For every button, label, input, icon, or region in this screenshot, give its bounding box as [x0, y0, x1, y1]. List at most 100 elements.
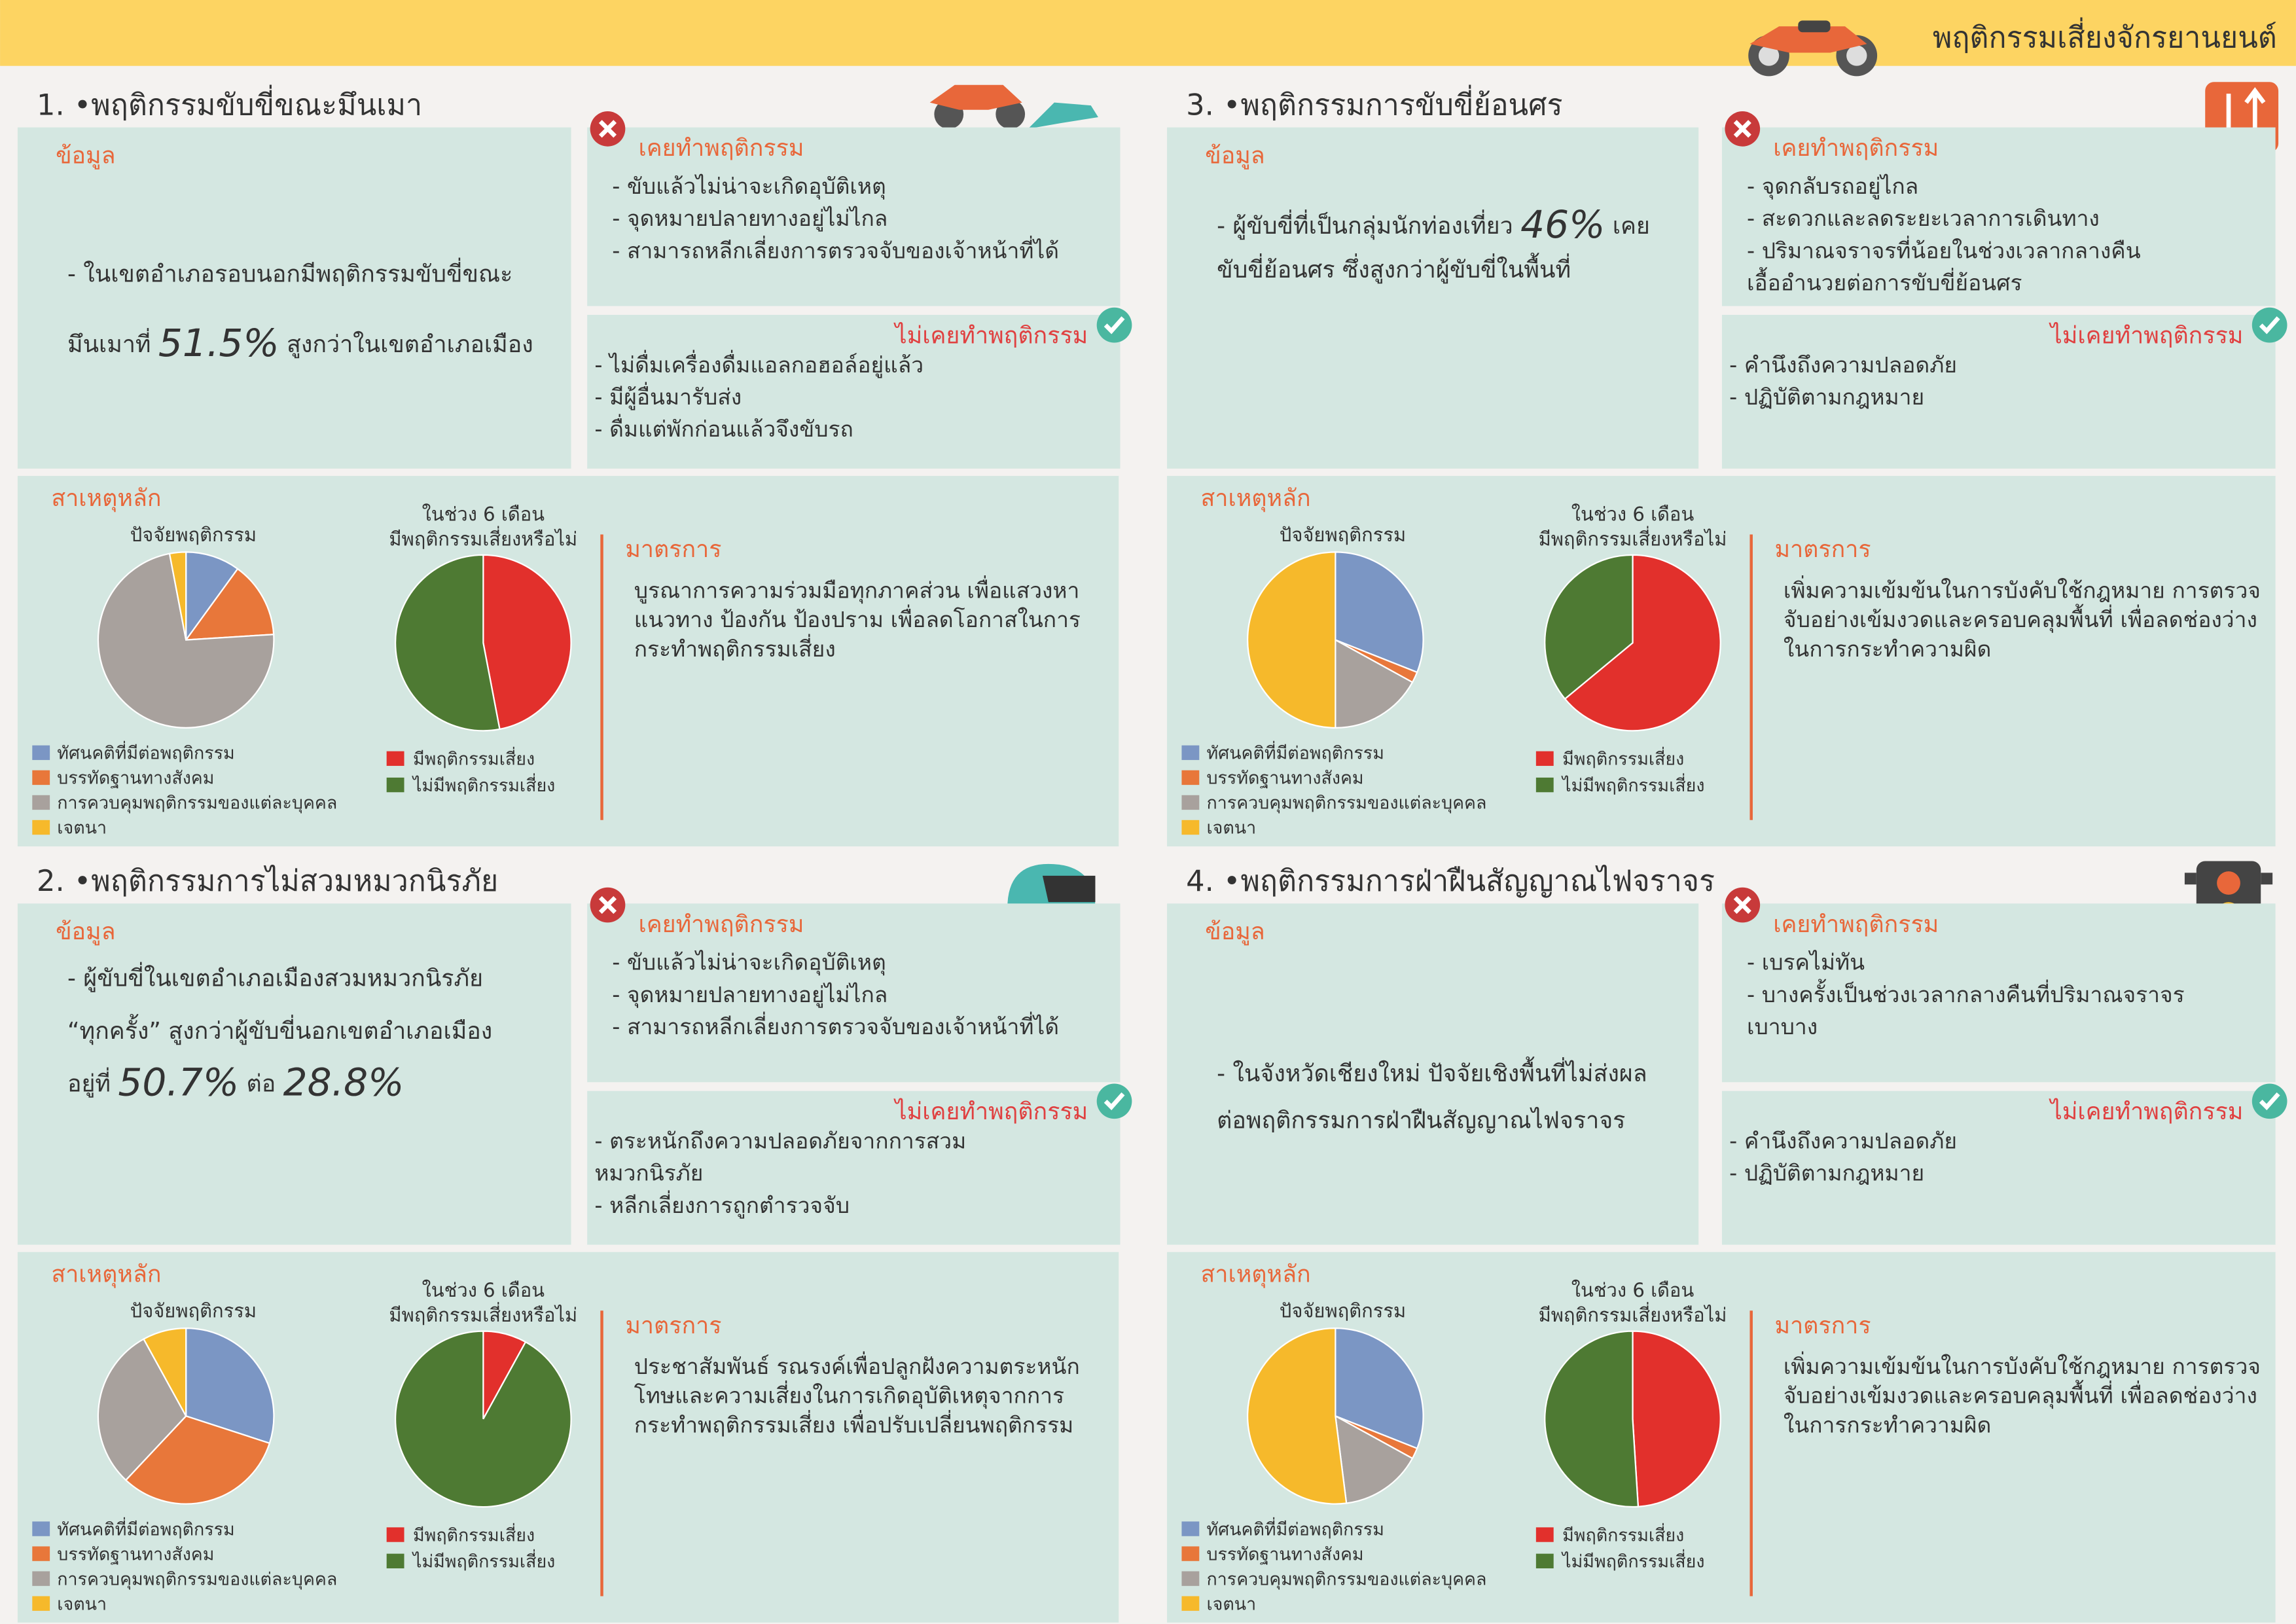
- measures-line: เพิ่มความเข้มข้นในการบังคับใช้กฎหมาย การ…: [1784, 575, 2261, 603]
- legend-swatch: [1181, 820, 1200, 835]
- info-line: ขับขี่ย้อนศร ซึ่งสูงกว่าผู้ขับขี่ในพื้นท…: [1217, 253, 1571, 283]
- not-did-item: - ไม่ดื่มเครื่องดื่มแอลกอฮอล์อยู่แล้ว: [594, 350, 924, 378]
- legend-label: การควบคุมพฤติกรรมของแต่ละบุคคล: [1206, 793, 1486, 814]
- measures-line: กระทำพฤติกรรมเสี่ยง: [634, 634, 836, 662]
- risk-chart-title: มีพฤติกรรมเสี่ยงหรือไม่: [389, 526, 577, 550]
- not-did-item: - หลีกเลี่ยงการถูกตำรวจจับ: [594, 1190, 850, 1219]
- did-item: - เบรคไม่ทัน: [1747, 950, 1865, 975]
- pie-slice: [394, 554, 501, 732]
- did-item: - ขับแล้วไม่น่าจะเกิดอุบัติเหตุ: [612, 950, 886, 976]
- legend-swatch: [32, 820, 50, 835]
- legend-swatch: [386, 1527, 404, 1542]
- section-title: 4. •พฤติกรรมการฝ่าฝืนสัญญาณไฟจราจร: [1186, 863, 1715, 898]
- not-did-item: - ดื่มแต่พักก่อนแล้วจึงขับรถ: [594, 414, 853, 442]
- did-item: เบาบาง: [1747, 1014, 1818, 1039]
- factor-chart-title: ปัจจัยพฤติกรรม: [130, 1299, 257, 1322]
- factor-chart-title: ปัจจัยพฤติกรรม: [1280, 1299, 1406, 1322]
- info-line: “ทุกครั้ง” สูงกว่าผู้ขับขี่นอกเขตอำเภอเม…: [67, 1014, 492, 1045]
- info-line: - ในจังหวัดเชียงใหม่ ปัจจัยเชิงพื้นที่ไม…: [1217, 1056, 1647, 1087]
- info-line: - ผู้ขับขี่ในเขตอำเภอเมืองสวมหมวกนิรภัย: [67, 962, 483, 992]
- legend-swatch: [1181, 1596, 1200, 1611]
- legend-swatch: [1181, 745, 1200, 761]
- info-text: “ทุกครั้ง” สูงกว่าผู้ขับขี่นอกเขตอำเภอเม…: [67, 1014, 492, 1045]
- measures-line: บูรณาการความร่วมมือทุกภาคส่วน เพื่อแสวงห…: [634, 575, 1080, 604]
- did-box: [1721, 903, 2276, 1083]
- legend-label: เจตนา: [57, 1594, 107, 1614]
- pie-slice: [185, 1327, 275, 1445]
- legend-label: การควบคุมพฤติกรรมของแต่ละบุคคล: [1206, 1569, 1486, 1589]
- risk-chart-title: ในช่วง 6 เดือน: [422, 503, 545, 525]
- legend-label: มีพฤติกรรมเสี่ยง: [1562, 747, 1684, 770]
- info-line: - ผู้ขับขี่ที่เป็นกลุ่มนักท่องเที่ยว 46%…: [1217, 202, 1650, 247]
- pie-slice: [1335, 638, 1414, 729]
- did-item: - ขับแล้วไม่น่าจะเกิดอุบัติเหตุ: [612, 173, 886, 200]
- info-text: อยู่ที่: [67, 1068, 118, 1098]
- legend-label: เจตนา: [57, 818, 107, 839]
- check-icon-mark: [2259, 316, 2280, 334]
- did-label: เคยทำพฤติกรรม: [1773, 911, 1939, 938]
- legend-label: ไม่มีพฤติกรรมเสี่ยง: [412, 1549, 555, 1572]
- legend-label: ไม่มีพฤติกรรมเสี่ยง: [412, 773, 555, 796]
- did-label: เคยทำพฤติกรรม: [638, 911, 804, 938]
- risk-chart-title: มีพฤติกรรมเสี่ยงหรือไม่: [1539, 1302, 1727, 1326]
- legend-swatch: [32, 1596, 50, 1611]
- not-did-box: [1721, 314, 2276, 469]
- legend-swatch: [32, 745, 50, 761]
- legend-swatch: [386, 751, 404, 767]
- causes-label: สาเหตุหลัก: [1201, 485, 1311, 512]
- info-label: ข้อมูล: [56, 918, 115, 945]
- not-did-box: [587, 1091, 1121, 1245]
- info-text: - ในเขตอำเภอรอบนอกมีพฤติกรรมขับขี่ขณะ: [67, 258, 512, 288]
- not-did-label: ไม่เคยทำพฤติกรรม: [2049, 322, 2244, 350]
- info-text: - ผู้ขับขี่ที่เป็นกลุ่มนักท่องเที่ยว: [1217, 209, 1520, 240]
- info-line: อยู่ที่ 50.7% ต่อ 28.8%: [67, 1060, 404, 1105]
- pie-slice: [482, 554, 572, 731]
- legend-swatch: [1535, 777, 1554, 793]
- legend-label: บรรทัดฐานทางสังคม: [57, 1544, 214, 1564]
- legend-label: เจตนา: [1206, 818, 1256, 839]
- not-did-item: - คำนึงถึงความปลอดภัย: [1729, 1128, 1957, 1153]
- not-did-label: ไม่เคยทำพฤติกรรม: [893, 1098, 1088, 1125]
- did-item: เอื้ออำนวยต่อการขับขี่ย้อนศร: [1747, 267, 2022, 296]
- legend-label: ทัศนคติที่มีต่อพฤติกรรม: [1206, 741, 1384, 764]
- check-icon-mark: [1103, 316, 1125, 334]
- x-icon-mark: [598, 896, 617, 914]
- legend-swatch: [32, 1571, 50, 1586]
- not-did-box: [587, 314, 1121, 469]
- info-label: ข้อมูล: [56, 142, 115, 169]
- causes-label: สาเหตุหลัก: [51, 485, 161, 512]
- causes-label: สาเหตุหลัก: [1201, 1261, 1311, 1288]
- legend-swatch: [1181, 795, 1200, 810]
- header-band: [0, 0, 2296, 66]
- header-title: พฤติกรรมเสี่ยงจักรยานยนต์: [1933, 17, 2277, 54]
- pie-slice: [143, 1327, 187, 1416]
- pie-slice: [97, 1338, 187, 1481]
- pie-slice: [1564, 554, 1721, 732]
- not-did-item: หมวกนิรภัย: [594, 1161, 703, 1186]
- risk-chart-title: ในช่วง 6 เดือน: [422, 1279, 545, 1301]
- legend-swatch: [32, 1546, 50, 1561]
- legend-label: มีพฤติกรรมเสี่ยง: [413, 747, 535, 770]
- legend-label: การควบคุมพฤติกรรมของแต่ละบุคคล: [57, 793, 337, 814]
- info-text: เคย: [1605, 213, 1650, 240]
- pie-slice: [97, 552, 275, 729]
- section-title: 3. •พฤติกรรมการขับขี่ย้อนศร: [1186, 84, 1562, 122]
- legend-swatch: [1181, 1521, 1200, 1536]
- legend-swatch: [1181, 1546, 1200, 1561]
- legend-label: บรรทัดฐานทางสังคม: [1206, 768, 1363, 789]
- risk-chart-title: ในช่วง 6 เดือน: [1571, 1279, 1695, 1301]
- info-label: ข้อมูล: [1205, 142, 1265, 169]
- did-box: [1721, 127, 2276, 306]
- did-item: - ปริมาณจราจรที่น้อยในช่วงเวลากลางคืน: [1747, 235, 2141, 263]
- factor-chart-title: ปัจจัยพฤติกรรม: [1280, 524, 1406, 546]
- header-motorcycle-icon: [1748, 20, 1878, 77]
- info-text: ขับขี่ย้อนศร ซึ่งสูงกว่าผู้ขับขี่ในพื้นท…: [1217, 253, 1571, 283]
- info-text: - ในจังหวัดเชียงใหม่ ปัจจัยเชิงพื้นที่ไม…: [1217, 1056, 1647, 1087]
- measures-line: จับอย่างเข้มงวดและครอบคลุมพื้นที่ เพื่อล…: [1784, 604, 2257, 633]
- info-box: [1167, 127, 1699, 469]
- legend-label: มีพฤติกรรมเสี่ยง: [1562, 1523, 1684, 1545]
- legend-swatch: [386, 777, 404, 793]
- risk-chart-title: มีพฤติกรรมเสี่ยงหรือไม่: [389, 1302, 577, 1326]
